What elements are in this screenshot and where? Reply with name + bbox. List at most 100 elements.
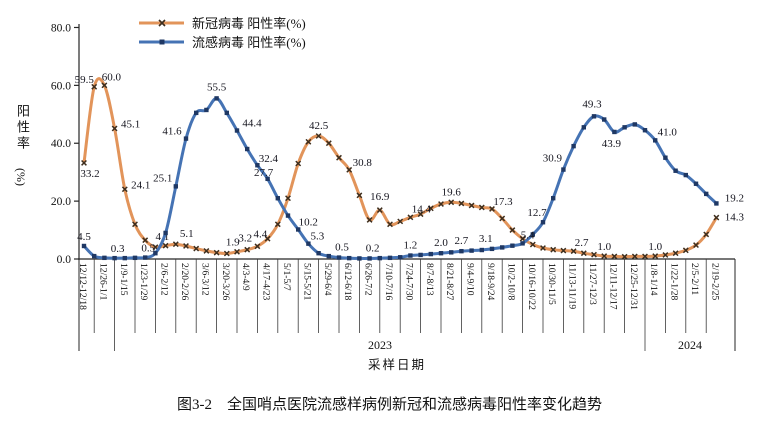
x-tick-label: 3/20-3/26 — [220, 263, 231, 301]
x-marker — [468, 202, 475, 209]
data-label: 30.9 — [543, 153, 563, 165]
data-label: 1.0 — [648, 241, 662, 253]
x-marker — [234, 248, 240, 255]
square-marker — [510, 243, 515, 248]
square-marker — [571, 143, 576, 149]
x-marker — [193, 245, 200, 252]
data-label: 2.7 — [455, 235, 469, 247]
data-label: 27.7 — [254, 167, 274, 179]
square-marker — [316, 251, 321, 256]
x-marker — [550, 246, 557, 253]
x-marker — [529, 241, 536, 248]
x-tick-label: 10/30-11/5 — [546, 263, 557, 305]
x-marker — [631, 253, 638, 260]
square-marker — [387, 255, 393, 261]
square-marker — [551, 196, 556, 201]
x-tick-label: 2/20-2/26 — [179, 263, 190, 301]
x-marker — [478, 204, 485, 211]
x-marker — [621, 253, 628, 260]
square-marker — [704, 191, 709, 197]
square-marker — [683, 172, 688, 178]
x-tick-label: 1/9-1/15 — [118, 263, 129, 296]
square-marker — [602, 117, 607, 122]
legend-label-covid: 新冠病毒 阳性率(%) — [192, 16, 306, 31]
data-label: 0.3 — [111, 243, 125, 255]
x-tick-label: 8/21-8/27 — [444, 263, 455, 301]
x-marker — [387, 221, 393, 228]
data-label: 0.2 — [366, 242, 380, 254]
data-label: 5.3 — [311, 231, 325, 243]
square-marker — [347, 255, 352, 261]
x-marker — [132, 221, 138, 228]
legend-item-flu: 流感病毒 阳性率(%) — [138, 32, 306, 51]
x-marker — [356, 192, 363, 199]
x-marker — [570, 248, 577, 255]
x-tick-label: 5/15-5/21 — [301, 263, 312, 301]
square-marker — [561, 167, 566, 172]
x-marker — [601, 253, 608, 260]
square-marker — [418, 252, 423, 258]
x-marker — [397, 218, 404, 225]
square-marker — [194, 110, 199, 116]
y-axis-title: 阳性率 — [15, 104, 30, 152]
x-tick-label: 11/27-12/3 — [587, 263, 598, 305]
x-tick-label: 10/2-10/8 — [505, 263, 516, 301]
square-marker — [581, 125, 586, 130]
x-tick-label: 12/12-12/18 — [77, 263, 88, 310]
data-label: 19.2 — [725, 192, 744, 204]
x-marker — [336, 154, 342, 161]
square-marker — [173, 184, 178, 189]
data-label: 45.1 — [121, 118, 140, 130]
square-marker — [469, 248, 474, 253]
x-marker — [142, 237, 149, 244]
data-label: 42.5 — [309, 120, 329, 132]
square-marker — [122, 255, 127, 261]
x-marker — [682, 247, 689, 254]
x-tick-label: 12/26-1/1 — [97, 263, 108, 301]
x-tick-label: 9/18-9/24 — [485, 263, 496, 301]
x-marker — [346, 166, 353, 173]
data-label: 41.0 — [658, 126, 678, 138]
x-tick-label: 7/10-7/16 — [383, 263, 394, 301]
x-marker — [611, 253, 618, 260]
square-marker — [479, 247, 484, 253]
x-marker — [254, 243, 261, 250]
square-marker — [449, 250, 454, 255]
data-label: 41.6 — [162, 126, 182, 138]
x-marker — [305, 138, 312, 145]
x-tick-label: 7/24-7/30 — [403, 263, 414, 301]
square-marker — [540, 220, 546, 225]
square-marker — [265, 176, 270, 182]
square-marker — [336, 255, 342, 260]
year-label-2023: 2023 — [368, 338, 392, 352]
x-tick-label: 12/11-12/17 — [607, 263, 618, 310]
data-label: 1.0 — [597, 241, 611, 253]
square-marker — [500, 245, 505, 250]
x-marker — [642, 253, 648, 260]
square-marker — [663, 155, 668, 160]
x-tick-label: 9/4-9/10 — [465, 263, 476, 296]
x-marker — [101, 82, 108, 89]
square-marker — [81, 243, 87, 249]
x-marker — [499, 215, 506, 222]
square-marker — [438, 251, 444, 256]
x-tick-label: 3/6-3/12 — [199, 263, 210, 296]
y-tick-label: 40.0 — [51, 138, 71, 150]
data-label: 5.1 — [180, 228, 194, 240]
data-label: 32.4 — [259, 153, 279, 165]
x-tick-label: 1/8-1/14 — [648, 263, 659, 296]
square-marker — [612, 129, 617, 135]
square-marker — [153, 251, 158, 256]
square-marker — [234, 128, 240, 133]
data-label: 49.3 — [582, 98, 602, 110]
square-marker — [306, 241, 311, 246]
square-marker — [183, 136, 189, 141]
x-marker — [162, 242, 169, 249]
square-marker — [245, 146, 250, 152]
x-marker — [315, 133, 322, 139]
x-tick-label: 10/16-10/22 — [526, 263, 537, 310]
chart-canvas: 0.0 20.0 40.0 60.0 80.0 12/12-12/18 12/26-1/1 1… — [51, 22, 745, 351]
legend-label-flu: 流感病毒 阳性率(%) — [192, 35, 306, 50]
square-marker — [408, 253, 413, 258]
